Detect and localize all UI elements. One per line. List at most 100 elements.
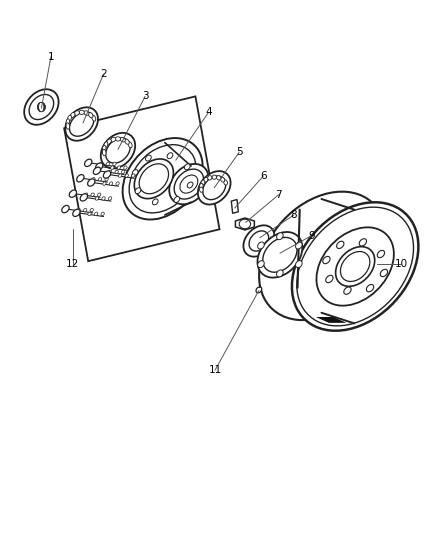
Ellipse shape	[118, 174, 121, 177]
Ellipse shape	[110, 138, 116, 142]
Ellipse shape	[239, 219, 250, 229]
Ellipse shape	[84, 193, 88, 197]
Text: 6: 6	[259, 171, 266, 181]
Ellipse shape	[122, 138, 202, 220]
Text: 3: 3	[141, 91, 148, 101]
Ellipse shape	[257, 261, 264, 268]
Ellipse shape	[39, 102, 44, 112]
Polygon shape	[64, 96, 219, 261]
Ellipse shape	[180, 175, 198, 193]
Ellipse shape	[203, 177, 207, 182]
Ellipse shape	[291, 203, 417, 330]
Text: 9: 9	[307, 231, 314, 241]
Ellipse shape	[104, 142, 108, 148]
Ellipse shape	[79, 110, 84, 115]
Ellipse shape	[92, 115, 95, 121]
Ellipse shape	[106, 138, 130, 163]
Ellipse shape	[295, 242, 301, 249]
Text: 8: 8	[290, 210, 297, 220]
Ellipse shape	[69, 112, 94, 136]
Text: 7: 7	[275, 190, 281, 200]
Ellipse shape	[255, 287, 261, 293]
Ellipse shape	[38, 103, 45, 110]
Ellipse shape	[117, 166, 120, 169]
Ellipse shape	[343, 287, 350, 294]
Ellipse shape	[316, 228, 393, 305]
Ellipse shape	[198, 171, 230, 205]
Ellipse shape	[145, 155, 151, 161]
Text: 10: 10	[394, 259, 407, 269]
Ellipse shape	[73, 209, 80, 216]
Ellipse shape	[257, 242, 264, 249]
Ellipse shape	[376, 251, 384, 257]
Ellipse shape	[98, 177, 102, 181]
Ellipse shape	[102, 149, 106, 156]
Ellipse shape	[262, 237, 297, 272]
Ellipse shape	[101, 133, 135, 168]
Polygon shape	[231, 199, 238, 213]
Ellipse shape	[39, 102, 44, 111]
Ellipse shape	[184, 164, 190, 170]
Ellipse shape	[199, 183, 203, 189]
Ellipse shape	[92, 177, 95, 181]
Ellipse shape	[335, 247, 374, 286]
Ellipse shape	[37, 104, 45, 110]
Ellipse shape	[152, 199, 158, 205]
Text: 2: 2	[100, 69, 106, 79]
Ellipse shape	[38, 103, 45, 110]
Ellipse shape	[106, 162, 110, 166]
Ellipse shape	[187, 182, 193, 188]
Ellipse shape	[97, 193, 101, 197]
Ellipse shape	[102, 182, 106, 185]
Ellipse shape	[113, 162, 116, 166]
Ellipse shape	[105, 177, 108, 181]
Ellipse shape	[258, 192, 385, 320]
Ellipse shape	[212, 175, 216, 179]
Ellipse shape	[80, 193, 87, 201]
Ellipse shape	[167, 153, 173, 159]
Ellipse shape	[134, 159, 173, 199]
Ellipse shape	[115, 137, 120, 141]
Ellipse shape	[116, 182, 119, 185]
Ellipse shape	[220, 177, 224, 182]
Ellipse shape	[67, 115, 71, 121]
Ellipse shape	[85, 159, 92, 166]
Ellipse shape	[99, 162, 103, 166]
Ellipse shape	[125, 174, 128, 177]
Ellipse shape	[24, 89, 59, 125]
Polygon shape	[315, 317, 346, 323]
Ellipse shape	[366, 285, 373, 292]
Ellipse shape	[121, 170, 124, 174]
Ellipse shape	[223, 180, 227, 185]
Ellipse shape	[109, 182, 113, 185]
Ellipse shape	[102, 197, 105, 200]
Ellipse shape	[216, 176, 220, 180]
Ellipse shape	[379, 269, 387, 277]
Ellipse shape	[174, 169, 203, 199]
Ellipse shape	[257, 232, 302, 278]
Ellipse shape	[95, 197, 99, 200]
Ellipse shape	[135, 188, 141, 193]
Polygon shape	[235, 218, 254, 230]
Ellipse shape	[93, 167, 100, 174]
Ellipse shape	[29, 94, 53, 119]
Ellipse shape	[110, 166, 114, 169]
Text: 5: 5	[235, 147, 242, 157]
Text: 1: 1	[48, 52, 54, 61]
Ellipse shape	[199, 187, 203, 192]
Ellipse shape	[129, 144, 196, 213]
Ellipse shape	[131, 174, 134, 177]
Ellipse shape	[83, 208, 87, 212]
Ellipse shape	[65, 107, 98, 141]
Ellipse shape	[128, 142, 132, 148]
Ellipse shape	[38, 103, 45, 111]
Ellipse shape	[169, 164, 208, 204]
Text: 12: 12	[66, 259, 79, 269]
Ellipse shape	[276, 270, 283, 277]
Ellipse shape	[66, 119, 70, 125]
Ellipse shape	[38, 103, 44, 111]
Ellipse shape	[74, 111, 79, 115]
Ellipse shape	[139, 164, 168, 194]
Ellipse shape	[88, 179, 95, 186]
Ellipse shape	[77, 208, 80, 212]
